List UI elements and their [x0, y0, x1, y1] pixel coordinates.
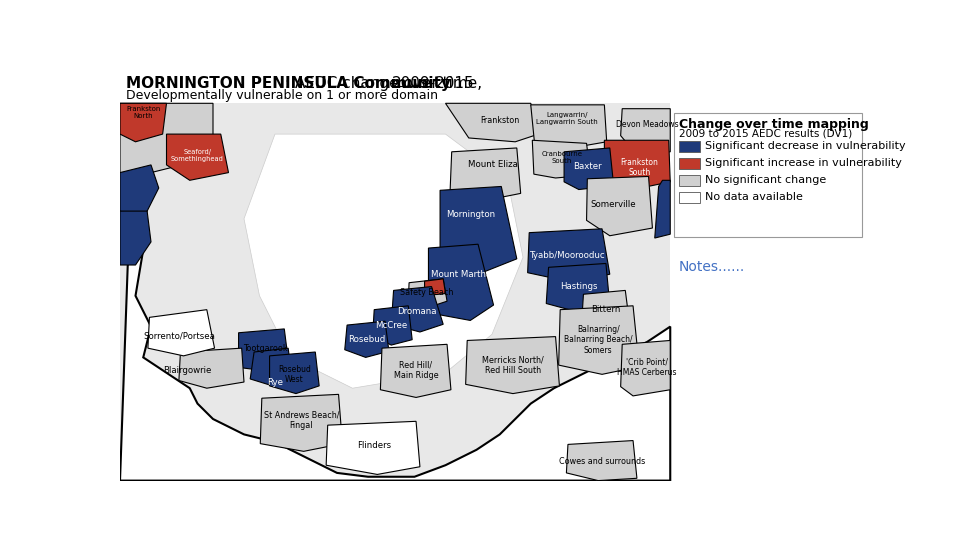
Text: Somerville: Somerville	[590, 200, 636, 210]
Text: No significant change: No significant change	[706, 176, 827, 185]
Polygon shape	[120, 249, 670, 481]
Polygon shape	[605, 140, 670, 190]
Text: Safety Beach: Safety Beach	[400, 288, 453, 297]
Text: Notes......: Notes......	[679, 260, 745, 274]
Text: Frankston
South: Frankston South	[620, 158, 659, 177]
Polygon shape	[466, 336, 560, 394]
Polygon shape	[120, 211, 151, 265]
Polygon shape	[345, 321, 389, 357]
Text: Merricks North/
Red Hill South: Merricks North/ Red Hill South	[482, 355, 543, 375]
Polygon shape	[621, 109, 670, 155]
Polygon shape	[587, 177, 653, 236]
Text: Rosebud: Rosebud	[348, 335, 385, 344]
Text: Langwarrin/
Langwarrin South: Langwarrin/ Langwarrin South	[537, 112, 598, 125]
Polygon shape	[655, 180, 670, 238]
Text: Mornington: Mornington	[445, 211, 494, 219]
Polygon shape	[566, 441, 636, 481]
Polygon shape	[408, 279, 447, 309]
Text: Significant decrease in vulnerability: Significant decrease in vulnerability	[706, 141, 905, 151]
Text: Rosebud
West: Rosebud West	[278, 364, 311, 384]
Polygon shape	[372, 306, 412, 345]
Polygon shape	[148, 309, 214, 356]
Polygon shape	[392, 287, 444, 332]
Bar	[674, 112, 862, 237]
Text: Seaford/
Somethinghead: Seaford/ Somethinghead	[171, 149, 224, 162]
Polygon shape	[546, 264, 610, 311]
Polygon shape	[260, 394, 343, 451]
Polygon shape	[251, 348, 292, 386]
Text: Tyabb/Moorooduc: Tyabb/Moorooduc	[530, 251, 606, 260]
Bar	[679, 141, 701, 152]
Text: 2009 to 2015 AEDC results (DV1): 2009 to 2015 AEDC results (DV1)	[679, 129, 852, 139]
Text: 'Crib Point/
HMAS Cerberus: 'Crib Point/ HMAS Cerberus	[617, 357, 677, 377]
Polygon shape	[564, 148, 613, 190]
Text: Blairgowrie: Blairgowrie	[163, 366, 211, 375]
Polygon shape	[445, 103, 539, 142]
Text: Developmentally vulnerable on 1 or more domain: Developmentally vulnerable on 1 or more …	[126, 89, 438, 102]
Text: Bittern: Bittern	[591, 305, 620, 314]
Text: Baxter: Baxter	[573, 162, 602, 171]
Polygon shape	[440, 186, 516, 274]
Polygon shape	[166, 134, 228, 180]
Text: Hastings: Hastings	[560, 282, 597, 291]
Polygon shape	[179, 348, 244, 388]
Polygon shape	[270, 352, 319, 394]
Polygon shape	[428, 244, 493, 320]
Polygon shape	[582, 291, 629, 327]
Polygon shape	[120, 103, 213, 188]
Text: Mount Martha: Mount Martha	[431, 270, 492, 279]
Polygon shape	[424, 279, 445, 296]
Text: Change over time mapping: Change over time mapping	[679, 118, 869, 131]
Polygon shape	[380, 345, 451, 397]
Text: Rye: Rye	[267, 377, 283, 387]
Bar	[679, 158, 701, 168]
Text: St Andrews Beach/
Fingal: St Andrews Beach/ Fingal	[264, 411, 339, 430]
Text: Devon Meadows: Devon Meadows	[615, 120, 679, 130]
Text: No data available: No data available	[706, 192, 803, 202]
Text: Significant increase in vulnerability: Significant increase in vulnerability	[706, 158, 902, 168]
Text: : AEDC change over time,: : AEDC change over time,	[285, 76, 488, 91]
Text: Cowes and surrounds: Cowes and surrounds	[559, 457, 645, 466]
Text: Flinders: Flinders	[357, 442, 392, 450]
Polygon shape	[528, 229, 610, 282]
Text: Cranbourne
South: Cranbourne South	[541, 151, 583, 164]
Text: MORNINGTON PENINSULA Community: MORNINGTON PENINSULA Community	[126, 76, 451, 91]
Polygon shape	[531, 105, 607, 148]
Text: Red Hill/
Main Ridge: Red Hill/ Main Ridge	[394, 361, 439, 380]
Bar	[679, 192, 701, 202]
Bar	[679, 175, 701, 186]
Text: Frankston: Frankston	[480, 116, 519, 125]
Polygon shape	[120, 103, 670, 481]
Polygon shape	[239, 329, 288, 372]
Text: Sorrento/Portsea: Sorrento/Portsea	[143, 332, 215, 340]
Polygon shape	[326, 421, 420, 475]
Polygon shape	[559, 306, 639, 374]
Polygon shape	[120, 103, 166, 142]
Text: Frankston
North: Frankston North	[126, 106, 160, 119]
Polygon shape	[244, 134, 523, 388]
Text: Tootgarook: Tootgarook	[244, 343, 288, 353]
Text: Balnarring/
Balnarring Beach/
Somers: Balnarring/ Balnarring Beach/ Somers	[564, 325, 633, 355]
Polygon shape	[532, 140, 590, 178]
Text: Mount Eliza: Mount Eliza	[468, 160, 517, 170]
Text: McCree: McCree	[375, 321, 407, 329]
Polygon shape	[621, 340, 670, 396]
Polygon shape	[450, 148, 520, 201]
Text: Dromana: Dromana	[397, 307, 437, 316]
Text: 2009-2015: 2009-2015	[392, 76, 474, 91]
Polygon shape	[120, 165, 158, 219]
